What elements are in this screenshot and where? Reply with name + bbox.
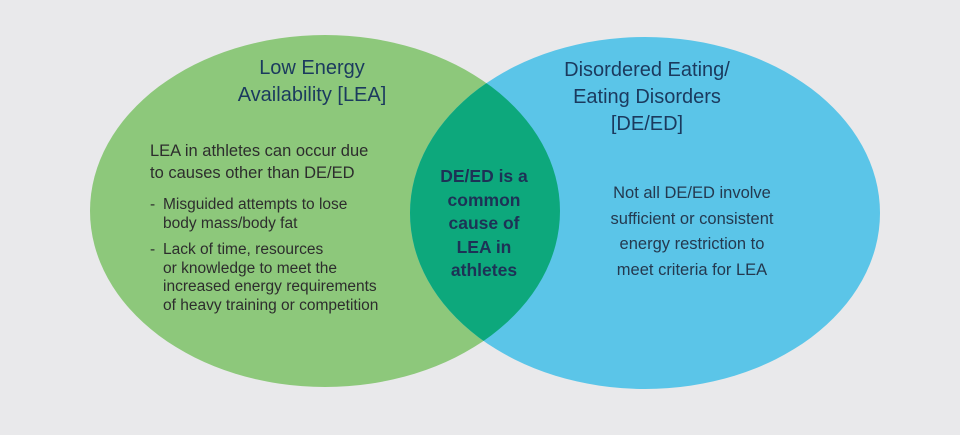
bullet-text: Lack of time, resources or knowledge to …	[163, 241, 379, 314]
left-circle-bullet-list: - Misguided attempts to lose body mass/b…	[150, 196, 430, 315]
right-circle-paragraph: Not all DE/ED involve sufficient or cons…	[610, 184, 774, 279]
bullet-item: - Misguided attempts to lose body mass/b…	[150, 196, 430, 233]
bullet-text: Misguided attempts to lose body mass/bod…	[163, 196, 348, 232]
bullet-dash: -	[150, 196, 156, 213]
left-circle-paragraph: LEA in athletes can occur due to causes …	[150, 142, 369, 182]
overlap-label: DE/ED is a common cause of LEA in athlet…	[440, 166, 528, 280]
right-circle-title: Disordered Eating/ Eating Disorders [DE/…	[564, 59, 730, 135]
bullet-item: - Lack of time, resources or knowledge t…	[150, 241, 430, 315]
bullet-dash: -	[150, 241, 156, 258]
left-circle-title: Low Energy Availability [LEA]	[237, 57, 387, 106]
